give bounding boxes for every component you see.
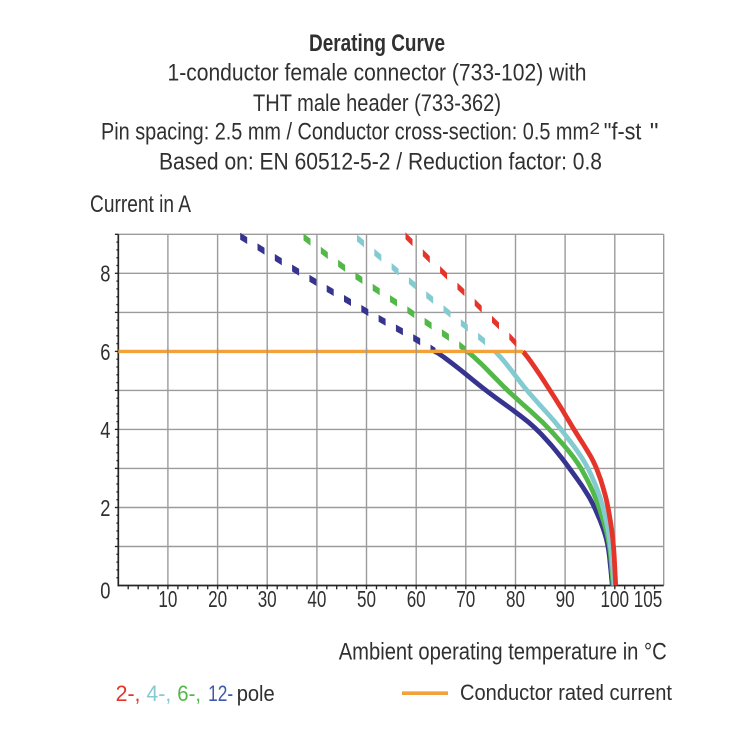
- svg-text:THT male header (733-362): THT male header (733-362): [253, 90, 501, 117]
- svg-text:0: 0: [100, 578, 110, 604]
- svg-text:30: 30: [258, 586, 277, 612]
- svg-text:2: 2: [590, 119, 601, 138]
- svg-text:4-,: 4-,: [146, 681, 171, 706]
- svg-text:Ambient operating temperature: Ambient operating temperature in °C: [339, 638, 667, 665]
- svg-text:"f-st: "f-st: [604, 119, 642, 146]
- svg-text:90: 90: [556, 586, 575, 612]
- svg-text:80: 80: [506, 586, 525, 612]
- svg-text:Current in A: Current in A: [90, 191, 191, 218]
- svg-text:": ": [650, 119, 659, 146]
- svg-text:4: 4: [100, 417, 110, 443]
- svg-text:20: 20: [208, 586, 227, 612]
- svg-text:40: 40: [307, 586, 326, 612]
- svg-text:100: 100: [601, 586, 630, 612]
- svg-text:10: 10: [158, 586, 177, 612]
- svg-text:Conductor rated current: Conductor rated current: [460, 680, 672, 705]
- svg-text:Derating Curve: Derating Curve: [309, 30, 445, 57]
- svg-text:12-: 12-: [208, 681, 233, 706]
- svg-text:Pin spacing: 2.5 mm / Conducto: Pin spacing: 2.5 mm / Conductor cross-se…: [101, 119, 589, 146]
- svg-text:1-conductor female connector (: 1-conductor female connector (733-102) w…: [168, 60, 587, 87]
- svg-text:60: 60: [407, 586, 426, 612]
- svg-text:70: 70: [456, 586, 475, 612]
- svg-text:6: 6: [100, 339, 110, 365]
- svg-text:6-,: 6-,: [177, 681, 201, 706]
- svg-text:8: 8: [100, 261, 110, 287]
- svg-text:2-,: 2-,: [116, 681, 141, 706]
- svg-text:pole: pole: [237, 681, 275, 706]
- svg-text:Based on: EN 60512-5-2 / Reduc: Based on: EN 60512-5-2 / Reduction facto…: [159, 148, 602, 175]
- svg-text:50: 50: [357, 586, 376, 612]
- svg-text:2: 2: [100, 495, 110, 521]
- svg-text:105: 105: [634, 586, 663, 612]
